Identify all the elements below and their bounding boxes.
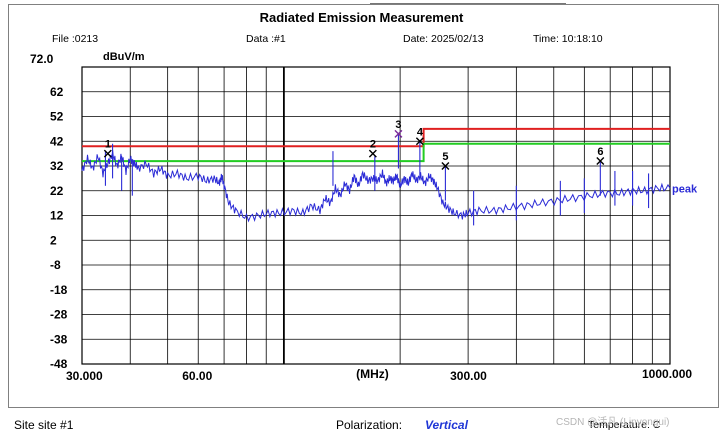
y-tick-label: 2 [50,233,57,247]
data-label: Data :#1 [246,33,286,45]
polarization-label: Polarization: [336,418,403,432]
y-tick-label: -38 [50,332,68,346]
series-label-peak: peak [672,183,698,195]
marker-cross [368,149,377,158]
marker-cross [394,129,403,138]
x-tick-label: 300.00 [450,369,487,383]
site-label: Site site #1 [14,418,74,432]
marker-label: 4 [417,126,424,138]
x-tick-label: 1000.000 [642,367,692,381]
y-tick-label: -18 [50,283,68,297]
marker-cross [415,137,424,146]
y-tick-label: 42 [50,134,64,148]
y-tick-label: -28 [50,308,68,322]
x-tick-label: 60.00 [182,369,212,383]
temperature-label: Temperature: C [588,419,661,431]
date-label: Date: 2025/02/13 [403,33,484,45]
time-label: Time: 10:18:10 [533,33,603,45]
limit-line [82,142,670,163]
y-max-label: 72.0 [30,52,54,66]
chart-frame [8,4,719,408]
limit-line [82,127,670,148]
marker-label: 2 [370,139,376,151]
y-tick-label: -48 [50,357,68,371]
y-tick-label: 32 [50,159,64,173]
marker-cross [441,162,450,170]
y-tick-label: 52 [50,110,64,124]
marker-cross [596,157,605,166]
marker-label: 3 [395,119,401,131]
y-unit-label: dBuV/m [103,51,145,63]
y-tick-label: 12 [50,209,64,223]
marker-label: 6 [597,146,603,158]
x-tick-label: 30.000 [66,369,103,383]
polarization-value: Vertical [425,418,468,432]
y-tick-label: 62 [50,85,64,99]
watermark: CSDN @活凡 (Linyongui) [556,417,670,428]
marker-label: 1 [105,139,111,151]
y-tick-label: -8 [50,258,61,272]
peak-trace [81,150,671,223]
marker-cross [103,149,112,158]
y-tick-label: 22 [50,184,64,198]
file-label: File :0213 [52,33,99,45]
top-tab-edge [370,0,566,4]
marker-label: 5 [442,151,448,163]
x-tick-label: (MHz) [356,367,389,381]
chart-title: Radiated Emission Measurement [259,10,464,25]
